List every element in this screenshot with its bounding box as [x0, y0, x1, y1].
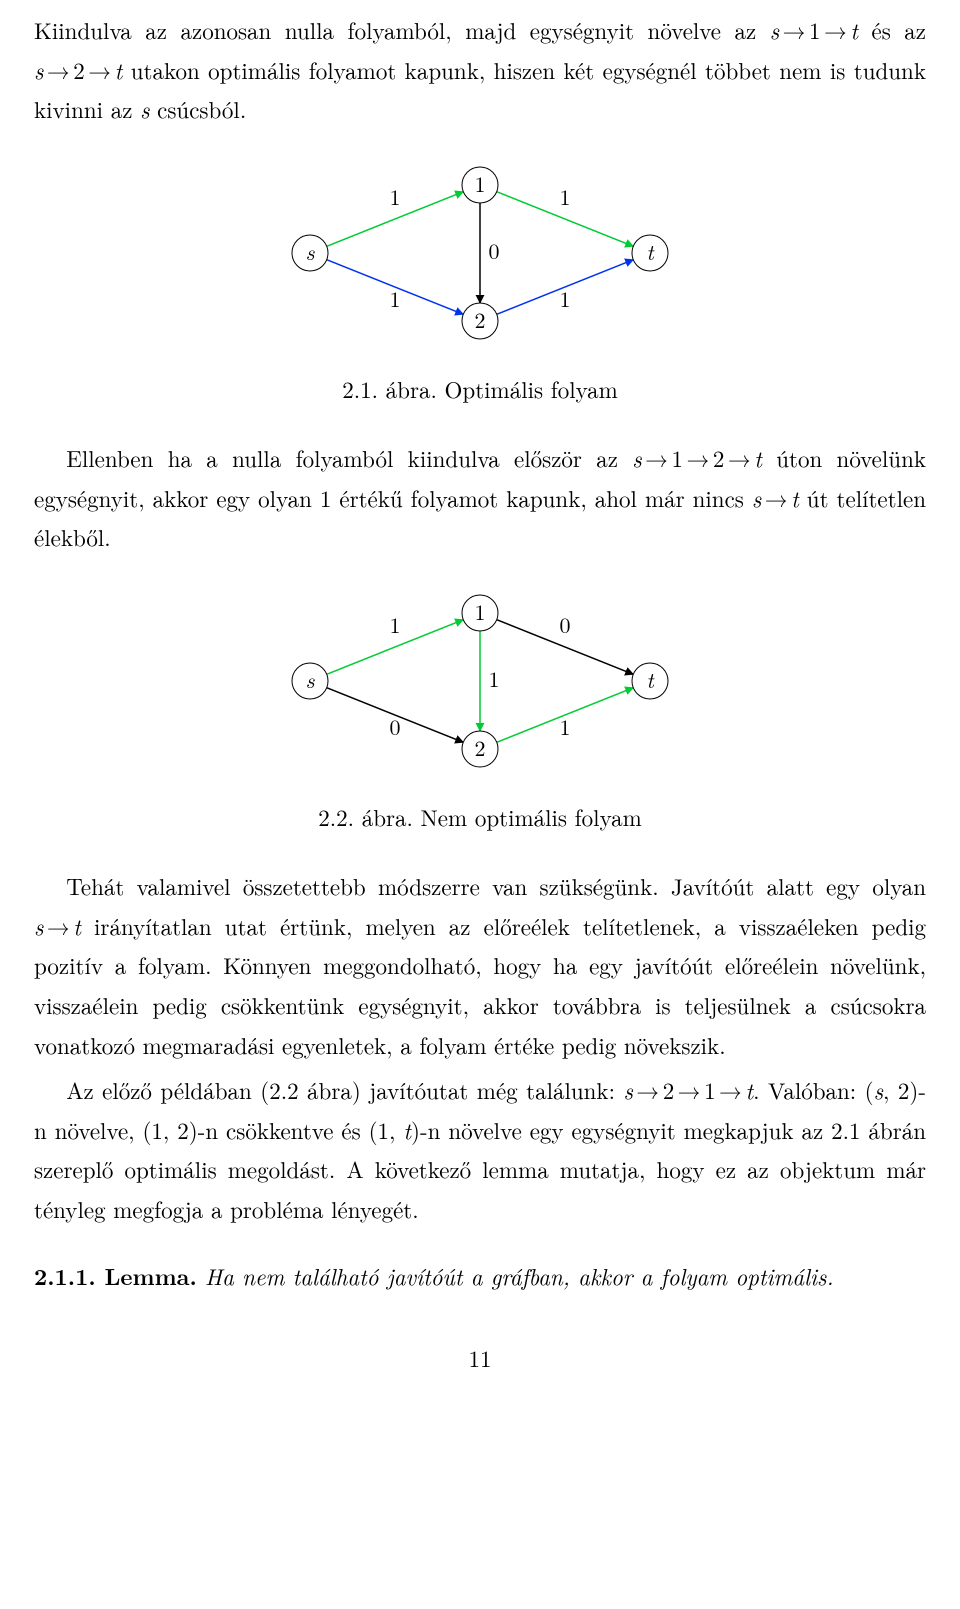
arrow: → [779, 13, 809, 46]
svg-text:1: 1 [474, 596, 485, 627]
math-inline: s [623, 1073, 632, 1106]
math-inline: t [754, 441, 762, 474]
svg-text:1: 1 [559, 181, 570, 212]
math-inline: t [850, 13, 858, 46]
text: -n növelve egy egységnyit megkapjuk az 2… [34, 1113, 926, 1225]
text: irányítatlan utat értünk, melyen az előr… [34, 909, 926, 1061]
paragraph-1: Kiindulva az azonosan nulla folyamból, m… [34, 10, 926, 129]
math-inline: s [140, 92, 149, 125]
math-inline: s [632, 441, 641, 474]
lemma-heading: 2.1.1. Lemma. [34, 1259, 197, 1292]
figure-caption-1: 2.1. ábra. Optimális folyam [342, 369, 618, 409]
svg-text:2: 2 [474, 732, 485, 763]
math-inline: s [874, 1073, 883, 1106]
svg-text:s: s [306, 236, 316, 267]
math-inline: s [34, 53, 43, 86]
paragraph-4: Az előző példában (2.2 ábra) javítóutat … [34, 1070, 926, 1228]
text: Kiindulva az azonosan nulla folyamból, m… [34, 13, 770, 46]
math-inline: s [34, 909, 43, 942]
text: Tehát valamivel összetettebb módszerre v… [66, 869, 926, 902]
svg-text:1: 1 [559, 283, 570, 314]
math-inline: s [770, 13, 779, 46]
graph-diagram-1: 11110s12t [270, 153, 690, 353]
math-inline: s [752, 481, 761, 514]
arrow: → [674, 1073, 704, 1106]
lemma-statement: Ha nem található javítóút a gráfban, akk… [197, 1259, 834, 1292]
arrow: → [716, 1073, 746, 1106]
paragraph-3: Tehát valamivel összetettebb módszerre v… [34, 866, 926, 1064]
svg-text:0: 0 [488, 235, 499, 266]
svg-text:1: 1 [389, 181, 400, 212]
svg-text:1: 1 [488, 663, 499, 694]
arrow: → [85, 53, 115, 86]
text: Az előző példában (2.2 ábra) javítóutat … [66, 1073, 623, 1106]
arrow: → [43, 909, 73, 942]
arrow: → [43, 53, 73, 86]
svg-text:1: 1 [389, 609, 400, 640]
math-inline: t [791, 481, 799, 514]
figure-2-1: 11110s12t 2.1. ábra. Optimális folyam [34, 153, 926, 409]
svg-text:0: 0 [389, 711, 400, 742]
text: és az [858, 13, 926, 46]
arrow: → [761, 481, 791, 514]
page-number: 11 [34, 1338, 926, 1378]
arrow: → [724, 441, 754, 474]
math-inline: t [403, 1113, 411, 1146]
svg-text:0: 0 [559, 609, 570, 640]
page: Kiindulva az azonosan nulla folyamból, m… [0, 0, 960, 1417]
svg-text:2: 2 [474, 304, 485, 335]
arrow: → [642, 441, 672, 474]
svg-text:1: 1 [474, 168, 485, 199]
paragraph-2: Ellenben ha a nulla folyamból kiindulva … [34, 438, 926, 557]
arrow: → [633, 1073, 663, 1106]
svg-text:1: 1 [389, 283, 400, 314]
graph-diagram-2: 10011s12t [270, 581, 690, 781]
text: csúcsból. [150, 92, 247, 125]
text: . Valóban: [753, 1073, 865, 1106]
arrow: → [821, 13, 851, 46]
text: Ellenben ha a nulla folyamból kiindulva … [66, 441, 632, 474]
arrow: → [683, 441, 713, 474]
figure-2-2: 10011s12t 2.2. ábra. Nem optimális folya… [34, 581, 926, 837]
figure-caption-2: 2.2. ábra. Nem optimális folyam [318, 797, 641, 837]
text: -n csökkentve és [198, 1113, 369, 1146]
math-inline: t [745, 1073, 753, 1106]
svg-text:s: s [306, 664, 316, 695]
lemma-2-1-1: 2.1.1. Lemma. Ha nem található javítóút … [34, 1256, 926, 1296]
math-inline: t [73, 909, 81, 942]
svg-text:1: 1 [559, 711, 570, 742]
